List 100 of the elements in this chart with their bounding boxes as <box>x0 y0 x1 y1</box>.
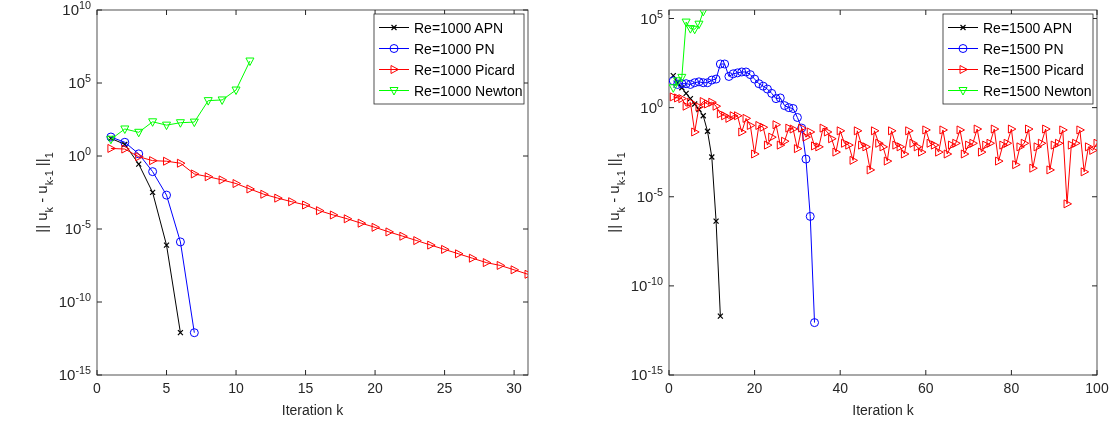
x-tick-label: 25 <box>436 380 453 396</box>
point <box>758 81 768 91</box>
point <box>149 156 158 166</box>
point <box>690 78 700 88</box>
point <box>810 318 820 328</box>
point <box>728 69 738 79</box>
point <box>708 153 715 161</box>
point <box>681 79 691 89</box>
y-tick-label: 10$^{5}$ <box>640 7 663 27</box>
point <box>694 77 704 87</box>
y-tick-label: 10$^{-5}$ <box>636 185 663 205</box>
x-tick-label: 0 <box>93 380 102 396</box>
point <box>427 240 436 250</box>
point <box>357 218 367 228</box>
point <box>669 84 678 93</box>
point <box>163 241 170 249</box>
point <box>315 206 325 216</box>
point <box>260 189 269 199</box>
x-tick-label: 80 <box>1003 380 1020 396</box>
point <box>134 128 144 138</box>
point <box>203 97 213 106</box>
x-tick-label: 5 <box>162 380 171 396</box>
point <box>762 84 772 94</box>
point <box>163 156 172 166</box>
point <box>399 231 408 241</box>
point <box>217 96 227 105</box>
x-tick-label: 40 <box>832 380 849 396</box>
point <box>175 237 185 247</box>
point <box>148 167 158 177</box>
point <box>732 68 742 78</box>
point <box>707 75 717 85</box>
point <box>703 78 713 88</box>
point <box>162 121 172 131</box>
point <box>745 70 755 80</box>
legend-label: Re=1500 APN <box>983 19 1073 36</box>
y-tick-label: 10$^{-10}$ <box>630 274 663 294</box>
point <box>413 236 422 246</box>
point <box>343 214 353 224</box>
y-tick-label: 10$^{10}$ <box>62 0 91 18</box>
x-tick-label: 20 <box>367 380 384 396</box>
point <box>175 119 185 128</box>
point <box>677 79 687 89</box>
point <box>685 79 695 89</box>
point <box>371 222 381 232</box>
point <box>482 258 492 268</box>
legend-label: Re=1500 Picard <box>983 61 1084 78</box>
point <box>694 20 704 30</box>
point <box>683 90 690 97</box>
x-tick-label: 0 <box>665 380 674 396</box>
point <box>792 112 802 122</box>
x-tick-label: 15 <box>297 380 314 396</box>
point <box>767 88 777 98</box>
point <box>496 260 506 270</box>
point <box>107 143 116 153</box>
point <box>750 74 760 84</box>
x-axis-title: Iteration k <box>852 402 915 418</box>
point <box>288 197 297 207</box>
legend-label: Re=1500 PN <box>983 40 1064 57</box>
y-tick-label: 10$^{-10}$ <box>58 291 91 310</box>
y-tick-label: 10$^{0}$ <box>640 96 663 116</box>
point <box>690 25 700 35</box>
point <box>737 67 747 77</box>
point <box>784 103 794 113</box>
point <box>329 210 339 220</box>
point <box>741 67 751 77</box>
point <box>177 329 184 336</box>
point <box>780 101 790 111</box>
legend-label: Re=1000 PN <box>414 40 495 57</box>
point <box>246 184 255 194</box>
point <box>685 25 695 34</box>
y-tick-label: 10$^{-5}$ <box>64 218 91 237</box>
point <box>454 249 464 259</box>
point <box>720 59 730 69</box>
point <box>135 160 142 168</box>
y-tick-label: 10$^{5}$ <box>68 72 91 91</box>
point <box>120 137 130 147</box>
y-tick-label: 10$^{0}$ <box>68 145 91 164</box>
y-tick-label: 10$^{-15}$ <box>630 364 663 383</box>
point <box>441 244 450 254</box>
point <box>245 57 255 67</box>
point <box>698 78 708 88</box>
x-tick-label: 10 <box>228 380 245 396</box>
point <box>218 175 228 185</box>
point <box>788 104 798 114</box>
point <box>711 74 721 84</box>
point <box>231 86 241 96</box>
x-axis-title: Iteration k <box>281 402 345 418</box>
point <box>302 200 311 210</box>
x-tick-label: 20 <box>746 380 763 396</box>
point <box>724 71 734 81</box>
legend-label: Re=1000 APN <box>414 19 504 36</box>
point <box>754 79 764 89</box>
point <box>162 190 172 200</box>
point <box>715 59 725 69</box>
point <box>189 118 199 128</box>
point <box>510 265 520 275</box>
point <box>681 18 691 28</box>
point <box>232 179 242 189</box>
point <box>771 94 781 104</box>
point <box>775 93 785 103</box>
